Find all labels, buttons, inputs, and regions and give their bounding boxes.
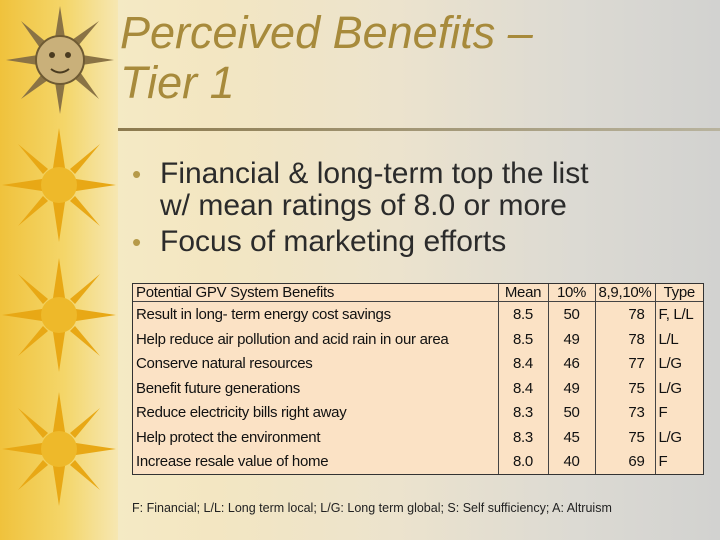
pct8910-cell: 77 <box>595 351 656 376</box>
table-row: Result in long- term energy cost savings… <box>133 301 703 327</box>
benefit-cell: Benefit future generations <box>133 375 499 401</box>
benefit-cell: Help reduce air pollution and acid rain … <box>133 326 499 352</box>
header-mean: Mean <box>498 284 549 302</box>
type-cell: F <box>658 453 668 471</box>
header-8-9-10pct: 8,9,10% <box>595 284 656 302</box>
bullet-item: • Focus of marketing efforts <box>132 226 707 258</box>
benefit-cell: Result in long- term energy cost savings <box>133 301 499 327</box>
bullet-text-line: w/ mean ratings of 8.0 or more <box>160 189 567 222</box>
bullet-list: • Financial & long-term top the list w/ … <box>132 158 707 262</box>
benefits-table: Potential GPV System Benefits Mean 10% 8… <box>132 283 704 475</box>
type-cell: L/G <box>658 355 683 373</box>
pct8910-cell: 69 <box>595 449 656 474</box>
benefit-cell: Conserve natural resources <box>133 351 499 376</box>
table-row: Help protect the environment 8.3 45 75 L… <box>133 424 703 450</box>
pct10-cell: 45 <box>548 424 596 450</box>
table-header-row: Potential GPV System Benefits Mean 10% 8… <box>133 284 703 302</box>
benefit-cell: Increase resale value of home <box>133 449 499 474</box>
header-type: Type <box>655 284 703 302</box>
pct10-cell: 50 <box>548 301 596 327</box>
type-cell: L/G <box>658 428 683 446</box>
bullet-text-line: Financial & long-term top the list <box>160 157 589 190</box>
type-cell: L/L <box>658 330 679 348</box>
pct8910-cell: 75 <box>595 375 656 401</box>
table-row: Reduce electricity bills right away 8.3 … <box>133 400 703 425</box>
bullet-dot: • <box>132 159 142 189</box>
pct10-cell: 46 <box>548 351 596 376</box>
header-benefit: Potential GPV System Benefits <box>133 284 499 302</box>
slide-title: Perceived Benefits – Tier 1 <box>120 8 710 108</box>
pct8910-cell: 75 <box>595 424 656 450</box>
pct10-cell: 49 <box>548 375 596 401</box>
sun-face-icon <box>6 6 114 114</box>
title-divider <box>118 128 720 131</box>
benefit-cell: Reduce electricity bills right away <box>133 400 499 425</box>
mean-cell: 8.4 <box>498 351 549 376</box>
pct10-cell: 49 <box>548 326 596 352</box>
pct10-cell: 50 <box>548 400 596 425</box>
mean-cell: 8.0 <box>498 449 549 474</box>
title-line-2: Tier 1 <box>120 57 235 108</box>
title-line-1: Perceived Benefits – <box>120 7 533 58</box>
table-row: Conserve natural resources 8.4 46 77 L/G <box>133 351 703 376</box>
mean-cell: 8.3 <box>498 424 549 450</box>
sun-icon <box>2 128 116 242</box>
type-cell: F <box>658 404 668 422</box>
sun-icon <box>2 392 116 506</box>
pct10-cell: 40 <box>548 449 596 474</box>
table-row: Increase resale value of home 8.0 40 69 … <box>133 449 703 474</box>
type-cell: L/G <box>658 379 683 397</box>
bullet-text-line: Focus of marketing efforts <box>160 225 507 258</box>
pct8910-cell: 73 <box>595 400 656 425</box>
bullet-item: • Financial & long-term top the list w/ … <box>132 158 707 222</box>
mean-cell: 8.5 <box>498 301 549 327</box>
mean-cell: 8.3 <box>498 400 549 425</box>
table-row: Benefit future generations 8.4 49 75 L/G <box>133 375 703 401</box>
footnote-legend: F: Financial; L/L: Long term local; L/G:… <box>132 501 612 515</box>
pct8910-cell: 78 <box>595 326 656 352</box>
pct8910-cell: 78 <box>595 301 656 327</box>
sun-icon <box>2 258 116 372</box>
header-10pct: 10% <box>548 284 596 302</box>
mean-cell: 8.5 <box>498 326 549 352</box>
left-decorative-strip <box>0 0 118 540</box>
table-row: Help reduce air pollution and acid rain … <box>133 326 703 352</box>
benefit-cell: Help protect the environment <box>133 424 499 450</box>
bullet-dot: • <box>132 227 142 257</box>
mean-cell: 8.4 <box>498 375 549 401</box>
type-cell: F, L/L <box>658 305 694 323</box>
